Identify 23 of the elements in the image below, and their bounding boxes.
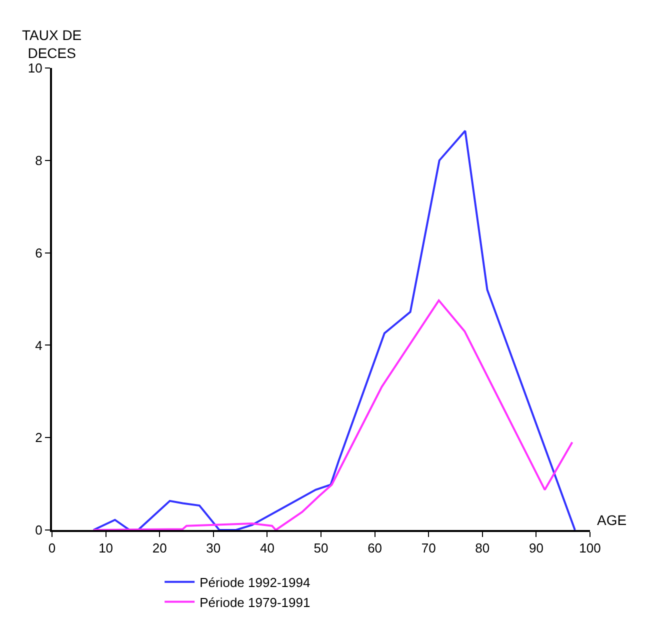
legend-label: Période 1979-1991 [200, 594, 310, 610]
x-tick-label: 0 [48, 540, 56, 556]
y-tick-label: 10 [28, 60, 42, 76]
x-tick-label: 70 [421, 540, 436, 556]
y-tick-label: 2 [35, 430, 42, 446]
y-tick-label: 0 [35, 522, 42, 538]
legend-label: Période 1992-1994 [200, 574, 310, 590]
x-tick-label: 30 [206, 540, 221, 556]
line-series [92, 130, 576, 530]
y-axis-title: TAUX DE DECES [22, 27, 82, 62]
x-tick-label: 60 [368, 540, 382, 556]
line-series [92, 299, 574, 530]
x-axis-title: AGE [597, 512, 627, 528]
y-tick-label: 8 [35, 152, 42, 168]
x-tick-label: 50 [314, 540, 328, 556]
x-tick-label: 100 [579, 540, 601, 556]
x-tick-label: 80 [475, 540, 490, 556]
x-tick-label: 10 [98, 540, 114, 556]
x-tick-label: 40 [260, 540, 274, 556]
x-tick-label: 90 [528, 540, 544, 556]
x-tick-label: 20 [152, 540, 167, 556]
y-tick-label: 4 [35, 338, 42, 353]
y-tick-label: 6 [35, 245, 42, 260]
